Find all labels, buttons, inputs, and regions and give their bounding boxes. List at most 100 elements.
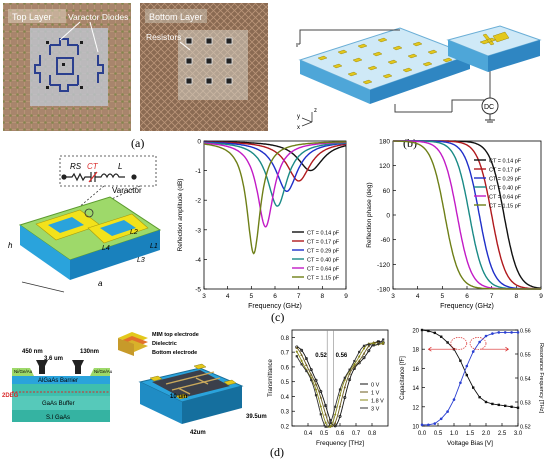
legend-label: CT = 0.17 pF (489, 168, 522, 174)
substrate-label: S.I GaAs (46, 415, 70, 421)
y-tick-label: 0.6 (281, 365, 290, 371)
twodeg-label: 2DEG (2, 393, 19, 399)
series-marker (300, 363, 303, 366)
legend-label: CT = 0.40 pF (307, 258, 340, 264)
x-tick-label: 7 (297, 293, 301, 300)
series-marker (362, 356, 366, 360)
y-tick-label: 0.4 (281, 395, 290, 401)
series-marker (367, 343, 370, 346)
series-marker (334, 405, 337, 408)
x-tick-label: 8 (321, 293, 325, 300)
varactor-circuit-label: Varactor (112, 186, 142, 195)
bottom-layer-label: Bottom Layer (149, 12, 203, 22)
reflection-amplitude-chart: 3 4 5 6 7 8 9 0 -1 -2 -3 -4 -5 Frequency (GHz) Reflect… (177, 139, 348, 311)
legend-label: 1 V (371, 391, 380, 397)
x-tick-label: 3.0 (514, 431, 523, 437)
arrow-left (427, 346, 456, 352)
series-marker (362, 352, 366, 355)
series-marker (358, 355, 361, 358)
series-marker (300, 359, 303, 363)
y-tick-label: 12 (412, 405, 419, 411)
capacitance-marker (516, 406, 520, 409)
x-tick-label: 6 (465, 293, 469, 300)
legend-label: CT = 1.15 pF (489, 204, 522, 210)
dim-130-label: 130nm (80, 349, 99, 355)
series-marker (358, 350, 361, 354)
y-tick-label: 14 (412, 386, 419, 392)
capacitance-marker (504, 404, 507, 408)
y-tick-label: -60 (381, 237, 391, 244)
x-tick-label: 3 (391, 293, 395, 300)
series-marker (300, 348, 304, 352)
board-cells (317, 37, 453, 85)
y-axis-label: Capacitance [fF] (400, 356, 406, 400)
bottom-layer-photo: Bottom Layer Resistors (140, 3, 268, 131)
legend-label: CT = 0.29 pF (489, 177, 522, 183)
amplitude-series-line (204, 141, 347, 182)
arrow-right (481, 346, 510, 352)
y-tick-label: -3 (195, 227, 201, 234)
y-tick-label: 0 (197, 139, 201, 146)
resonance-marker (420, 423, 424, 427)
ni-ge-right-label: Ni/Ge/Au (94, 369, 113, 374)
resonance-marker (459, 381, 462, 385)
top-layer-photo: Top Layer Varactor Diodes (3, 3, 131, 131)
panel-a-label: (a) (131, 136, 144, 150)
annotation-056: 0.56 (336, 353, 348, 359)
x-tick-label: 1.0 (450, 431, 459, 437)
x-tick-label: 9 (344, 293, 348, 300)
series-marker (348, 378, 352, 382)
varactor-label: Varactor Diodes (68, 12, 128, 22)
x-tick-label: 9 (539, 293, 543, 300)
resonance-marker (478, 340, 481, 344)
unit-cell-inset (446, 25, 542, 72)
series-marker (305, 369, 308, 373)
y-axis-label: Reflection phase (deg) (366, 182, 373, 247)
barrier-label: AlGaAs Barrier (38, 378, 78, 384)
amplitude-series-line (203, 141, 346, 255)
series-marker (338, 388, 342, 391)
series-marker (324, 421, 327, 425)
resonance-marker (491, 332, 494, 335)
series-marker (367, 344, 371, 348)
resonance-marker (510, 331, 513, 334)
x-tick-label: 0.8 (368, 431, 377, 437)
x-axis-label: Frequency [THz] (316, 440, 364, 447)
y2-tick-label: 0.52 (520, 425, 531, 431)
y-tick-label: 16 (412, 367, 419, 373)
capacitance-resonance-chart: 0.0 0.5 1.0 1.5 2.0 2.5 3.0 20 18 16 14 12 10 Voltage… (400, 329, 544, 448)
dim-l2-label: L2 (130, 229, 138, 236)
y2-axis-label: Resonance Frequency [THz] (538, 343, 544, 413)
dim-36-label: 3.6 um (44, 356, 63, 362)
dim-h-label: h (8, 241, 13, 250)
y-tick-label: 180 (379, 139, 390, 146)
dim-395-label: 39.5um (246, 414, 267, 420)
series-marker (319, 405, 322, 408)
y-tick-label: 20 (412, 329, 419, 335)
legend-label: CT = 1.15 pF (307, 276, 340, 282)
x-tick-label: 6 (273, 293, 277, 300)
series-marker (319, 413, 322, 416)
series-marker (348, 368, 351, 371)
capacitance-marker (446, 341, 449, 344)
series-marker (343, 385, 347, 389)
axis-y-label: y (297, 114, 300, 120)
series-marker (295, 355, 298, 358)
x-tick-label: 5 (441, 293, 445, 300)
x-tick-label: 1.5 (466, 431, 475, 437)
x-tick-label: 4 (226, 293, 230, 300)
reflection-phase-chart: 3 4 5 6 7 8 9 180 120 60 0 -60 -120 -180 Frequency (GH… (366, 139, 543, 311)
ct-label: CT (87, 162, 99, 171)
series-marker (338, 414, 342, 418)
y-tick-label: -2 (195, 198, 201, 205)
y-tick-label: 0.5 (281, 380, 290, 386)
series-marker (324, 404, 328, 408)
y-tick-label: 0.7 (281, 351, 290, 357)
x-tick-label: 2.5 (498, 431, 507, 437)
dim-l1-label: L1 (150, 243, 158, 250)
transmittance-chart: 0.4 0.5 0.6 0.7 0.8 0.8 0.7 0.6 0.5 0.4 0.3 0.2 Freq… (268, 329, 389, 447)
legend-label: CT = 0.14 pF (489, 159, 522, 165)
panel-d-hemt: 450 nm 3.6 um 130nm Ni/Ge/Au Ni/Ge/Au Al… (2, 349, 113, 422)
x-tick-label: 4 (416, 293, 420, 300)
capacitance-marker (497, 403, 500, 407)
